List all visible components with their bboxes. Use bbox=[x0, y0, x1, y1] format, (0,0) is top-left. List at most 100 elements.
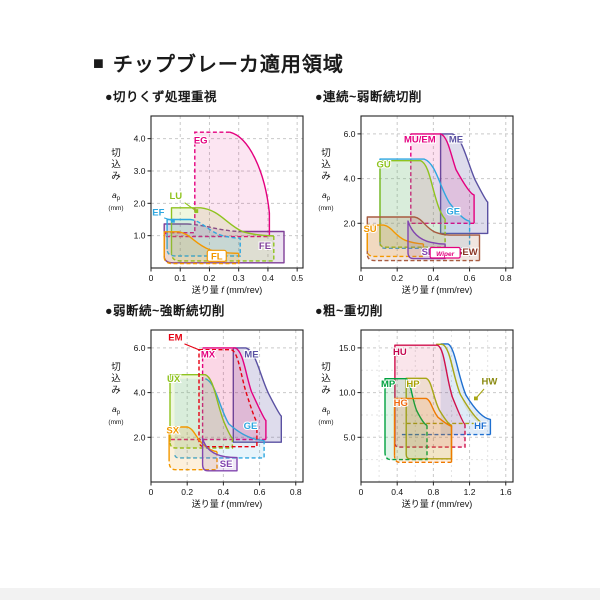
x-tick-label: 0.6 bbox=[254, 487, 266, 497]
section-title-heavy-cutting: ●粗~重切削 bbox=[315, 304, 383, 318]
page-title-text: チップブレーカ適用領域 bbox=[112, 54, 344, 76]
section-title-interrupted-cutting: ●弱断続~強断続切削 bbox=[105, 304, 225, 318]
region-label-EG: EG bbox=[194, 135, 208, 146]
region-border-MX bbox=[202, 347, 267, 440]
region-SX bbox=[169, 427, 217, 470]
region-label-GE: GE bbox=[244, 421, 258, 432]
region-label-HW: HW bbox=[482, 377, 498, 388]
region-border-dash-EF bbox=[166, 218, 241, 257]
x-tick-label: 0.8 bbox=[500, 273, 512, 283]
label-leader-marker-HW bbox=[474, 396, 478, 401]
page-title: ■ チップブレーカ適用領域 bbox=[93, 48, 344, 77]
region-label-GE: GE bbox=[446, 206, 460, 217]
wiper-badge-box bbox=[429, 246, 461, 259]
plot-frame bbox=[360, 115, 514, 269]
x-tick-label: 0.6 bbox=[464, 273, 476, 283]
plot-frame bbox=[150, 115, 304, 269]
region-border-HU bbox=[394, 344, 466, 443]
region-border-dash-SX bbox=[168, 451, 218, 471]
region-border-ME bbox=[232, 347, 282, 443]
region-label-MU/EM: MU/EM bbox=[404, 134, 436, 145]
y-axis-label-char: 込 bbox=[111, 374, 121, 385]
region-border-dash-LU bbox=[170, 236, 275, 262]
x-axis-label: 送り量 f (mm/rev) bbox=[192, 284, 263, 295]
region-HG bbox=[394, 398, 452, 463]
region-border-dash-GE bbox=[173, 440, 265, 459]
region-border-EG bbox=[229, 131, 271, 237]
region-label-ME: ME bbox=[449, 134, 463, 145]
region-border-HG bbox=[393, 397, 453, 463]
wiper-badge-label: Wiper bbox=[436, 251, 454, 258]
region-EG bbox=[165, 132, 270, 237]
region-border-dash-FL bbox=[163, 253, 240, 265]
region-label-SU: SU bbox=[363, 224, 376, 235]
x-tick-label: 0 bbox=[359, 487, 364, 497]
y-axis-label-char: み bbox=[321, 385, 331, 396]
region-label-HG: HG bbox=[394, 398, 408, 409]
region-border-SEW bbox=[366, 216, 481, 261]
region-label-HP: HP bbox=[406, 379, 420, 390]
x-tick-label: 0.2 bbox=[204, 273, 216, 283]
panel-chip-control: ●切りくず処理重視 0 0.1 0.2 0.3 0.4 0.5 1.0 2.0 3.0 4.0 送り… bbox=[95, 86, 310, 300]
x-tick-label: 0.4 bbox=[262, 273, 274, 283]
region-border-dash-FE bbox=[187, 223, 239, 233]
region-border-dash-SU bbox=[366, 243, 425, 258]
region-border-HP bbox=[405, 377, 453, 460]
region-label-SX: SX bbox=[166, 425, 179, 436]
label-badge-FL bbox=[206, 249, 227, 262]
region-border-SX bbox=[168, 426, 218, 462]
region-EM bbox=[199, 349, 257, 447]
y-axis-label-unit: (mm) bbox=[108, 205, 123, 212]
plot-frame bbox=[150, 329, 304, 483]
plot-frame bbox=[360, 329, 514, 483]
region-label-GU: GU bbox=[376, 159, 390, 170]
title-square-icon: ■ bbox=[93, 52, 105, 73]
region-SU bbox=[367, 225, 424, 257]
y-axis-label-char: 込 bbox=[111, 160, 121, 171]
region-border-dash-GU bbox=[379, 218, 446, 248]
region-border-dash-UX bbox=[169, 438, 234, 449]
x-tick-label: 0.5 bbox=[291, 273, 303, 283]
region-label-MX: MX bbox=[201, 349, 216, 360]
label-leader-marker-EF bbox=[171, 218, 175, 223]
y-tick-label: 4.0 bbox=[134, 388, 146, 398]
page-bottom-band bbox=[0, 588, 600, 600]
y-axis-label-unit: (mm) bbox=[318, 419, 333, 426]
y-axis-label-char: み bbox=[111, 171, 121, 182]
region-border-SE bbox=[407, 220, 446, 260]
x-tick-label: 0 bbox=[359, 273, 364, 283]
y-axis-label-symbol: ap bbox=[322, 404, 331, 416]
x-tick-label: 0 bbox=[149, 273, 154, 283]
region-label-SEW: SEW bbox=[456, 247, 478, 258]
region-border-HW bbox=[436, 343, 483, 424]
region-border-dash-SEW bbox=[366, 254, 480, 262]
region-label-HU: HU bbox=[393, 347, 407, 358]
chart-chip-control: 0 0.1 0.2 0.3 0.4 0.5 1.0 2.0 3.0 4.0 送り量 f (mm/re… bbox=[108, 115, 304, 295]
region-border-SE bbox=[201, 437, 238, 472]
region-MX bbox=[202, 347, 266, 440]
x-tick-label: 0.4 bbox=[217, 487, 229, 497]
x-tick-label: 0.3 bbox=[233, 273, 245, 283]
region-UX bbox=[170, 374, 233, 448]
y-tick-label: 6.0 bbox=[344, 129, 356, 139]
region-border-MP bbox=[384, 378, 428, 453]
y-tick-label: 2.0 bbox=[344, 218, 356, 228]
y-axis-label-char: 切 bbox=[321, 362, 331, 373]
region-label-UX: UX bbox=[167, 374, 181, 385]
region-label-EF: EF bbox=[152, 208, 164, 219]
region-border-dash-MU/EM bbox=[410, 133, 475, 224]
region-border-GU bbox=[379, 160, 446, 243]
y-axis-label-unit: (mm) bbox=[108, 419, 123, 426]
x-tick-label: 1.2 bbox=[464, 487, 476, 497]
y-tick-label: 4.0 bbox=[134, 134, 146, 144]
x-tick-label: 0.8 bbox=[290, 487, 302, 497]
label-leader-EM bbox=[184, 343, 199, 351]
x-tick-label: 0.4 bbox=[427, 273, 439, 283]
region-GU bbox=[380, 160, 446, 248]
region-border-ME bbox=[439, 133, 489, 235]
x-tick-label: 0.2 bbox=[391, 273, 403, 283]
region-label-MP: MP bbox=[381, 379, 396, 390]
region-border-LU bbox=[170, 207, 274, 254]
y-axis-label-char: 切 bbox=[111, 362, 121, 373]
